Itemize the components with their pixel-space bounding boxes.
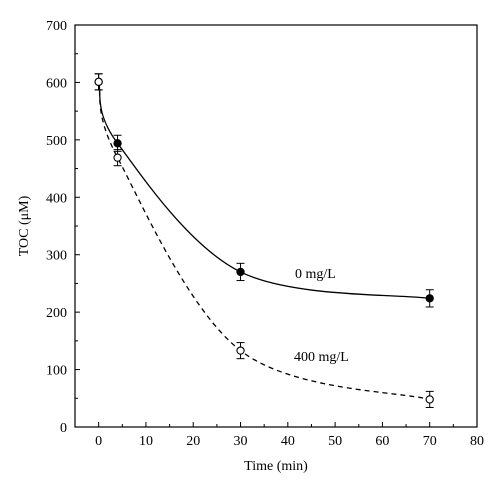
series-label-400mgL: 400 mg/L: [294, 350, 349, 365]
data-point: [113, 139, 122, 148]
y-tick-label: 500: [46, 134, 67, 149]
y-tick-label: 0: [60, 421, 67, 436]
data-point: [425, 395, 434, 404]
data-point: [94, 77, 103, 87]
y-tick-label: 100: [46, 364, 67, 379]
data-point: [236, 346, 245, 355]
series-line-1: [98, 81, 430, 401]
series-curves: [98, 81, 430, 401]
series-line-0: [98, 81, 430, 300]
x-tick-label: 20: [186, 434, 200, 449]
x-tick-label: 60: [375, 434, 389, 449]
x-tick-label: 0: [95, 434, 102, 449]
x-tick-label: 10: [139, 434, 153, 449]
error-bars: [94, 73, 434, 408]
y-tick-label: 300: [46, 249, 67, 264]
y-axis-title: TOC (μM): [17, 195, 32, 256]
y-tick-label: 400: [46, 191, 67, 206]
data-markers: [94, 77, 434, 404]
x-tick-label: 40: [281, 434, 295, 449]
axis-ticks: 0 10 20 30 40 50 60 70 80 0 100 200 300 400 500 600 700: [46, 19, 484, 449]
data-point: [113, 153, 122, 162]
x-tick-label: 70: [423, 434, 437, 449]
x-tick-label: 80: [470, 434, 484, 449]
x-tick-label: 50: [328, 434, 342, 449]
x-axis-title: Time (min): [244, 459, 308, 474]
y-tick-label: 700: [46, 19, 67, 34]
x-tick-label: 30: [234, 434, 248, 449]
data-point: [236, 267, 245, 277]
series-label-0mgL: 0 mg/L: [295, 267, 336, 282]
data-point: [425, 294, 434, 303]
plot-frame: [74, 24, 478, 428]
y-tick-label: 200: [46, 306, 67, 321]
y-tick-label: 600: [46, 76, 67, 91]
